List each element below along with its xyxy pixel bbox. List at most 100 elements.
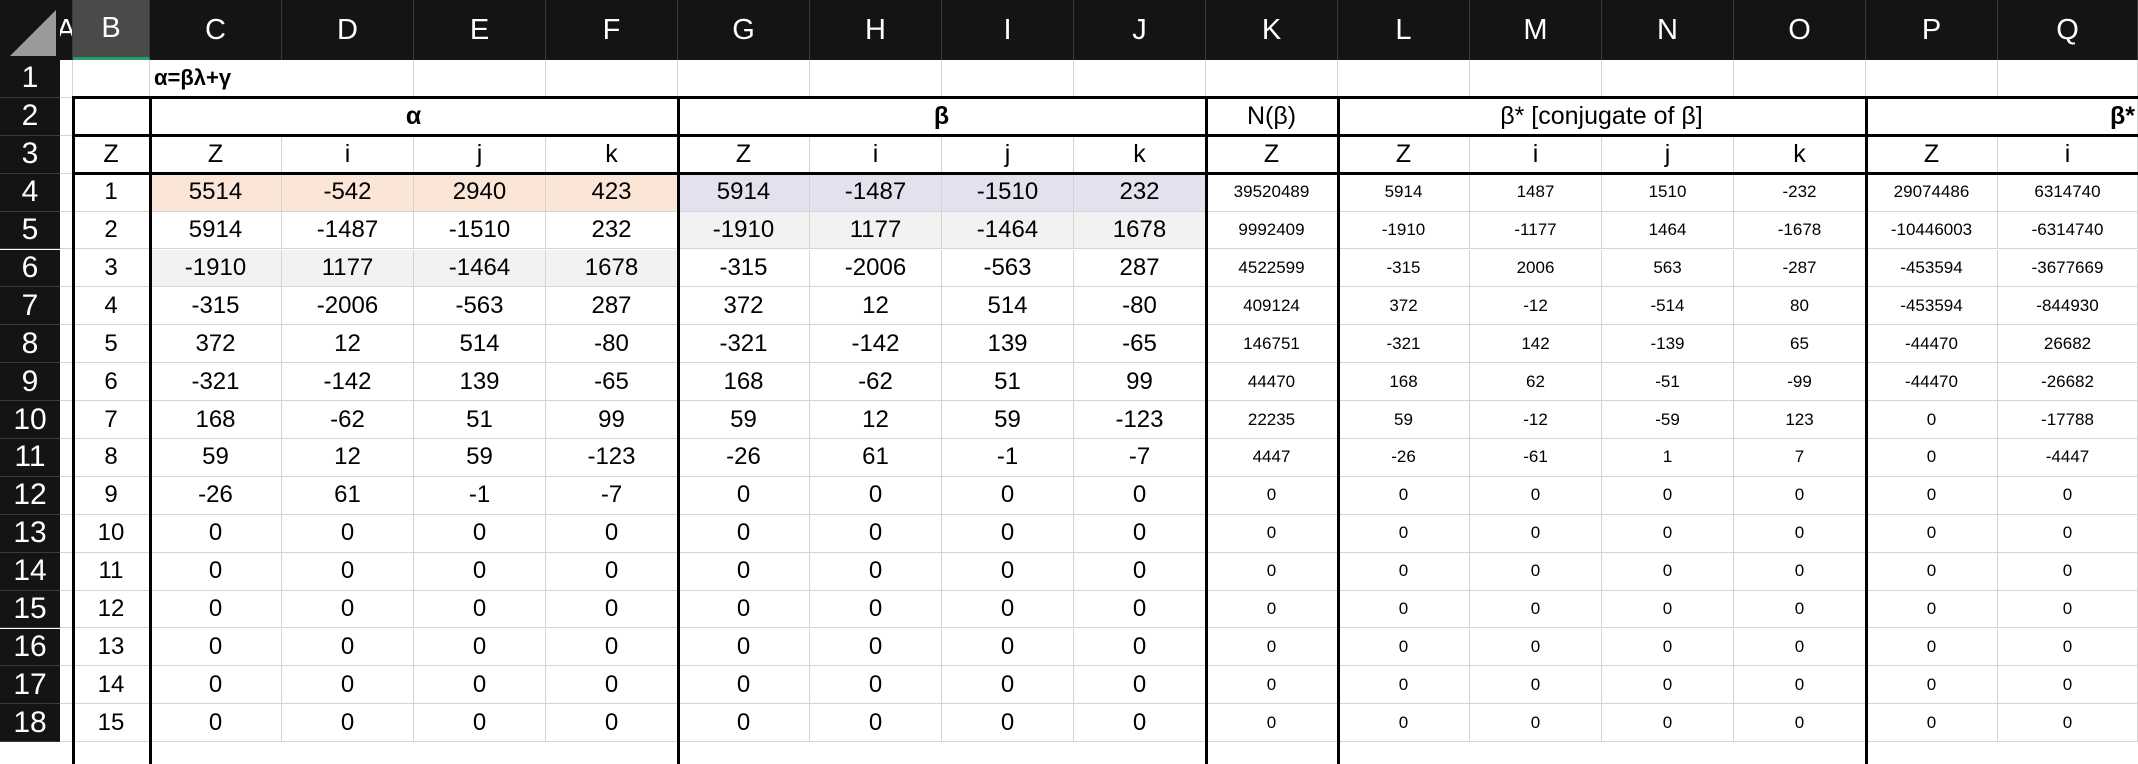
cell-f5[interactable]: 232 bbox=[546, 211, 678, 250]
cell-b4[interactable]: 1 bbox=[73, 173, 150, 212]
cell-m4[interactable]: 1487 bbox=[1470, 173, 1602, 212]
cell-p1[interactable] bbox=[1866, 60, 1998, 98]
cell-e11[interactable]: 59 bbox=[414, 439, 546, 477]
cell-l12[interactable]: 0 bbox=[1338, 476, 1470, 515]
cell-d7[interactable]: -2006 bbox=[282, 287, 414, 326]
cell-f14[interactable]: 0 bbox=[546, 552, 678, 591]
cell-p7[interactable]: -453594 bbox=[1866, 287, 1998, 326]
cell-o14[interactable]: 0 bbox=[1734, 552, 1866, 591]
cell-f10[interactable]: 99 bbox=[546, 401, 678, 439]
cell-b13[interactable]: 10 bbox=[73, 514, 150, 553]
cell-g5[interactable]: -1910 bbox=[678, 211, 810, 250]
cell-d13[interactable]: 0 bbox=[282, 514, 414, 553]
select-all-corner[interactable] bbox=[0, 0, 60, 60]
cell-g10[interactable]: 59 bbox=[678, 401, 810, 439]
subheader-c[interactable]: Z bbox=[150, 135, 282, 174]
cell-l13[interactable]: 0 bbox=[1338, 514, 1470, 553]
cell-m9[interactable]: 62 bbox=[1470, 363, 1602, 402]
cell-f17[interactable]: 0 bbox=[546, 666, 678, 705]
cell-b17[interactable]: 14 bbox=[73, 666, 150, 705]
cell-c10[interactable]: 168 bbox=[150, 401, 282, 439]
cell-q11[interactable]: -4447 bbox=[1998, 439, 2138, 477]
cell-n9[interactable]: -51 bbox=[1602, 363, 1734, 402]
cell-g7[interactable]: 372 bbox=[678, 287, 810, 326]
cell-f16[interactable]: 0 bbox=[546, 628, 678, 667]
cell-i13[interactable]: 0 bbox=[942, 514, 1074, 553]
cell-h7[interactable]: 12 bbox=[810, 287, 942, 326]
row-header-13[interactable]: 13 bbox=[0, 514, 60, 553]
cell-k12[interactable]: 0 bbox=[1206, 476, 1338, 515]
cell-q8[interactable]: 26682 bbox=[1998, 325, 2138, 364]
cell-d18[interactable]: 0 bbox=[282, 704, 414, 743]
formula-label[interactable]: α=βλ+γ bbox=[150, 60, 546, 98]
cell-l16[interactable]: 0 bbox=[1338, 628, 1470, 667]
cell-f6[interactable]: 1678 bbox=[546, 249, 678, 288]
cell-p14[interactable]: 0 bbox=[1866, 552, 1998, 591]
cell-g16[interactable]: 0 bbox=[678, 628, 810, 667]
cell-e17[interactable]: 0 bbox=[414, 666, 546, 705]
cell-f18[interactable]: 0 bbox=[546, 704, 678, 743]
cell-f9[interactable]: -65 bbox=[546, 363, 678, 402]
cell-j14[interactable]: 0 bbox=[1074, 552, 1206, 591]
cell-h14[interactable]: 0 bbox=[810, 552, 942, 591]
cell-m1[interactable] bbox=[1470, 60, 1602, 98]
cell-d15[interactable]: 0 bbox=[282, 590, 414, 629]
cell-o15[interactable]: 0 bbox=[1734, 590, 1866, 629]
cell-o11[interactable]: 7 bbox=[1734, 439, 1866, 477]
cell-h15[interactable]: 0 bbox=[810, 590, 942, 629]
cell-k7[interactable]: 409124 bbox=[1206, 287, 1338, 326]
cell-l15[interactable]: 0 bbox=[1338, 590, 1470, 629]
cell-o17[interactable]: 0 bbox=[1734, 666, 1866, 705]
cell-e6[interactable]: -1464 bbox=[414, 249, 546, 288]
cell-p11[interactable]: 0 bbox=[1866, 439, 1998, 477]
cell-q18[interactable]: 0 bbox=[1998, 704, 2138, 743]
cell-b5[interactable]: 2 bbox=[73, 211, 150, 250]
cell-g12[interactable]: 0 bbox=[678, 476, 810, 515]
cell-c12[interactable]: -26 bbox=[150, 476, 282, 515]
cell-h12[interactable]: 0 bbox=[810, 476, 942, 515]
cell-c17[interactable]: 0 bbox=[150, 666, 282, 705]
cell-m10[interactable]: -12 bbox=[1470, 401, 1602, 439]
cell-j7[interactable]: -80 bbox=[1074, 287, 1206, 326]
cell-n14[interactable]: 0 bbox=[1602, 552, 1734, 591]
cell-p10[interactable]: 0 bbox=[1866, 401, 1998, 439]
cell-i1[interactable] bbox=[942, 60, 1074, 98]
column-header-p[interactable]: P bbox=[1866, 0, 1998, 60]
cell-p8[interactable]: -44470 bbox=[1866, 325, 1998, 364]
cell-j11[interactable]: -7 bbox=[1074, 439, 1206, 477]
cell-e10[interactable]: 51 bbox=[414, 401, 546, 439]
cell-i8[interactable]: 139 bbox=[942, 325, 1074, 364]
cell-l8[interactable]: -321 bbox=[1338, 325, 1470, 364]
cell-d17[interactable]: 0 bbox=[282, 666, 414, 705]
cell-q13[interactable]: 0 bbox=[1998, 514, 2138, 553]
cell-o7[interactable]: 80 bbox=[1734, 287, 1866, 326]
row-header-9[interactable]: 9 bbox=[0, 363, 60, 402]
cell-b15[interactable]: 12 bbox=[73, 590, 150, 629]
cell-m11[interactable]: -61 bbox=[1470, 439, 1602, 477]
subheader-k[interactable]: Z bbox=[1206, 135, 1338, 174]
column-header-f[interactable]: F bbox=[546, 0, 678, 60]
cell-d9[interactable]: -142 bbox=[282, 363, 414, 402]
cell-g1[interactable] bbox=[678, 60, 810, 98]
cell-b10[interactable]: 7 bbox=[73, 401, 150, 439]
group-header-1[interactable]: β bbox=[678, 97, 1206, 136]
cell-g6[interactable]: -315 bbox=[678, 249, 810, 288]
cell-j16[interactable]: 0 bbox=[1074, 628, 1206, 667]
cell-f15[interactable]: 0 bbox=[546, 590, 678, 629]
row-header-5[interactable]: 5 bbox=[0, 211, 60, 250]
cell-i15[interactable]: 0 bbox=[942, 590, 1074, 629]
cell-k14[interactable]: 0 bbox=[1206, 552, 1338, 591]
cell-i6[interactable]: -563 bbox=[942, 249, 1074, 288]
row-header-18[interactable]: 18 bbox=[0, 704, 60, 743]
subheader-g[interactable]: Z bbox=[678, 135, 810, 174]
cell-n12[interactable]: 0 bbox=[1602, 476, 1734, 515]
cell-b11[interactable]: 8 bbox=[73, 439, 150, 477]
subheader-b[interactable]: Z bbox=[73, 135, 150, 174]
cell-n10[interactable]: -59 bbox=[1602, 401, 1734, 439]
cell-i14[interactable]: 0 bbox=[942, 552, 1074, 591]
cell-l18[interactable]: 0 bbox=[1338, 704, 1470, 743]
cell-c16[interactable]: 0 bbox=[150, 628, 282, 667]
cell-b1[interactable] bbox=[73, 60, 150, 98]
cell-f12[interactable]: -7 bbox=[546, 476, 678, 515]
cell-k18[interactable]: 0 bbox=[1206, 704, 1338, 743]
